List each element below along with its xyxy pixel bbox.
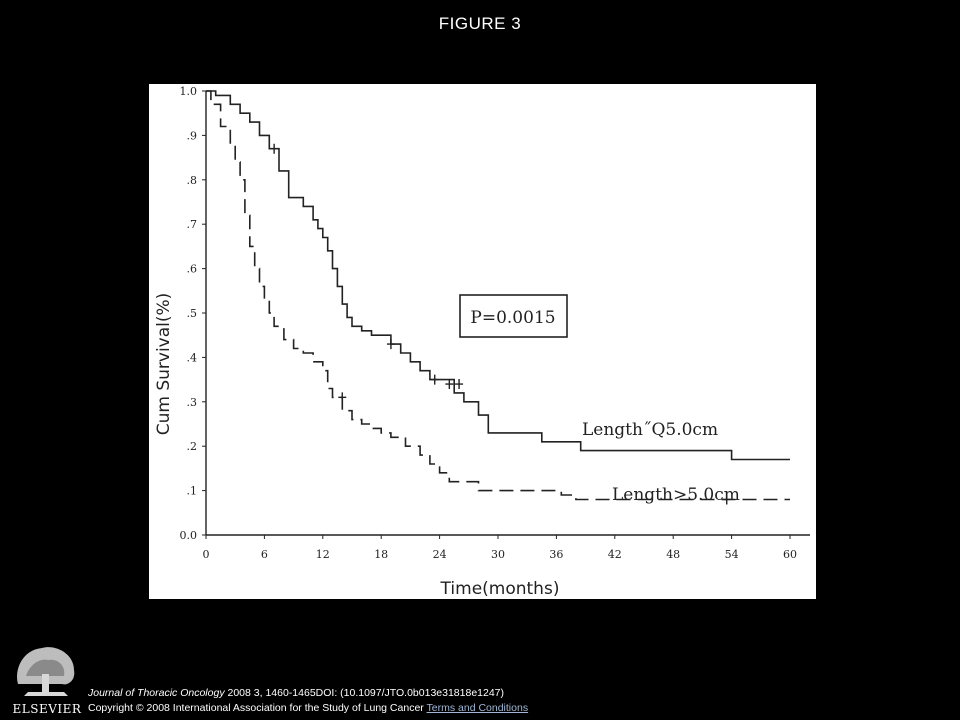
survival-chart: 0.0 .1 .2 .3 .4 .5 .6 .7 .8 .9 1.0 0 6 12 18 24 30 36 42 48… [154, 85, 810, 599]
censor-mark [338, 392, 347, 403]
censor-mark [445, 379, 454, 390]
x-tick-label: 36 [549, 548, 563, 561]
censor-mark [722, 494, 731, 505]
journal-name: Journal of Thoracic Oncology [88, 687, 225, 699]
slide-title: FIGURE 3 [438, 14, 522, 33]
censor-mark [270, 143, 279, 154]
label-layer: Time(months) Cum Survival(%) P=0.0015 Le… [154, 293, 740, 599]
x-tick-label: 24 [433, 548, 447, 561]
x-tick-label: 60 [783, 548, 797, 561]
series-layer [206, 90, 790, 505]
censor-mark [386, 339, 395, 350]
y-tick-label: .6 [187, 263, 198, 276]
p-value-annotation: P=0.0015 [470, 308, 555, 328]
x-tick-label: 12 [316, 548, 330, 561]
copyright-line: Copyright © 2008 International Associati… [88, 701, 528, 716]
series-label-long: Length>5.0cm [612, 485, 740, 505]
x-tick-label: 0 [203, 548, 210, 561]
p-value-box [459, 294, 568, 338]
x-tick-label: 54 [725, 548, 739, 561]
citation-line: Journal of Thoracic Oncology 2008 3, 146… [88, 686, 528, 701]
y-tick-label: .9 [187, 129, 198, 142]
elsevier-wordmark: ELSEVIER [12, 702, 82, 716]
x-tick-label: 48 [666, 548, 680, 561]
y-tick-label: .2 [187, 440, 198, 453]
y-tick-label: .4 [187, 351, 198, 364]
x-tick-label: 6 [261, 548, 268, 561]
censor-mark [430, 374, 439, 385]
y-tick-label: .3 [187, 396, 198, 409]
copyright-text: Copyright © 2008 International Associati… [88, 702, 424, 714]
censor-mark [455, 379, 464, 390]
series-line-2 [206, 90, 790, 501]
axes: 0.0 .1 .2 .3 .4 .5 .6 .7 .8 .9 1.0 0 6 12 18 24 30 36 42 48… [180, 85, 810, 561]
citation-footer: Journal of Thoracic Oncology 2008 3, 146… [88, 686, 528, 716]
y-tick-label: 0.0 [180, 529, 198, 542]
citation-details: 2008 3, 1460-1465DOI: (10.1097/JTO.0b013… [224, 687, 505, 699]
y-tick-label: .8 [187, 174, 198, 187]
x-tick-label: 30 [491, 548, 505, 561]
series-line-1 [206, 90, 790, 461]
figure-panel: 0.0 .1 .2 .3 .4 .5 .6 .7 .8 .9 1.0 0 6 12 18 24 30 36 42 48… [149, 84, 816, 599]
y-tick-label: .1 [187, 485, 198, 498]
tree-icon [12, 640, 80, 700]
elsevier-logo: ELSEVIER [8, 640, 84, 718]
y-tick-label: .5 [187, 307, 198, 320]
x-tick-label: 18 [374, 548, 388, 561]
series-label-short: Length˝Q5.0cm [582, 420, 718, 440]
x-tick-label: 42 [608, 548, 622, 561]
x-axis-title: Time(months) [440, 579, 560, 599]
y-tick-label: 1.0 [180, 85, 198, 98]
y-axis-title: Cum Survival(%) [154, 293, 174, 436]
terms-link[interactable]: Terms and Conditions [426, 702, 529, 714]
y-tick-label: .7 [187, 218, 198, 231]
